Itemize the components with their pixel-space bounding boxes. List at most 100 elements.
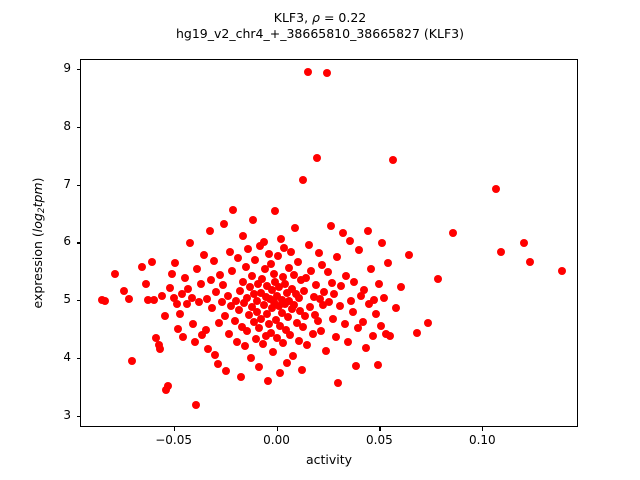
scatter-point <box>280 244 289 253</box>
title-rho-value: = 0.22 <box>319 10 367 25</box>
scatter-point <box>201 326 210 335</box>
scatter-point <box>337 282 346 291</box>
x-axis-tick <box>379 427 381 431</box>
scatter-point <box>326 222 335 231</box>
scatter-point <box>124 294 133 303</box>
scatter-point <box>289 270 298 279</box>
scatter-point <box>358 318 367 327</box>
scatter-point <box>279 338 288 347</box>
scatter-point <box>100 296 109 305</box>
scatter-point <box>287 305 296 314</box>
scatter-point <box>180 274 189 283</box>
scatter-point <box>290 300 299 309</box>
scatter-point <box>292 319 301 328</box>
scatter-point <box>319 300 328 309</box>
scatter-point <box>208 304 217 313</box>
scatter-point <box>330 290 339 299</box>
scatter-point <box>179 333 188 342</box>
scatter-point <box>120 287 129 296</box>
scatter-point <box>217 297 226 306</box>
scatter-point <box>256 241 265 250</box>
scatter-point <box>348 307 357 316</box>
y-axis-tick-label: 9 <box>63 60 71 75</box>
scatter-point <box>203 344 212 353</box>
scatter-point <box>190 337 199 346</box>
scatter-point <box>286 330 295 339</box>
scatter-point <box>206 275 215 284</box>
scatter-point <box>272 291 281 300</box>
scatter-point <box>277 234 286 243</box>
scatter-point <box>260 265 269 274</box>
scatter-point <box>288 284 297 293</box>
scatter-point <box>193 265 202 274</box>
scatter-point <box>229 205 238 214</box>
scatter-point <box>177 290 186 299</box>
scatter-point <box>171 259 180 268</box>
scatter-point <box>235 286 244 295</box>
scatter-point <box>234 305 243 314</box>
scatter-point <box>353 323 362 332</box>
scatter-point <box>368 332 377 340</box>
scatter-point <box>320 288 329 297</box>
scatter-point <box>160 312 169 321</box>
scatter-point <box>158 292 167 301</box>
scatter-point <box>371 310 380 318</box>
scatter-point <box>304 67 313 76</box>
scatter-points-layer <box>81 60 577 426</box>
scatter-point <box>340 320 349 329</box>
ylabel-log-base: log <box>30 213 45 233</box>
scatter-point <box>192 400 201 409</box>
ylabel-prefix: expression ( <box>30 232 45 309</box>
scatter-point <box>281 326 290 335</box>
scatter-point <box>189 320 198 329</box>
scatter-point <box>385 332 394 340</box>
scatter-point <box>246 353 255 362</box>
scatter-point <box>244 245 253 254</box>
scatter-point <box>413 328 422 337</box>
scatter-point <box>286 247 295 256</box>
scatter-point <box>253 279 262 288</box>
scatter-point <box>343 337 352 346</box>
scatter-point <box>350 277 359 286</box>
scatter-point <box>365 299 374 308</box>
scatter-point <box>273 334 282 343</box>
y-axis-tick-label: 4 <box>63 350 71 365</box>
scatter-point <box>274 301 283 310</box>
scatter-point <box>299 175 308 184</box>
scatter-point <box>226 247 235 256</box>
scatter-point <box>278 308 287 317</box>
scatter-point <box>152 334 161 343</box>
scatter-point <box>312 154 321 163</box>
ylabel-log-subscript: 2 <box>36 207 47 214</box>
scatter-point <box>300 286 309 295</box>
scatter-point <box>238 232 247 241</box>
scatter-point <box>334 379 343 388</box>
scatter-point <box>313 316 322 325</box>
plot-axes <box>80 59 578 427</box>
scatter-point <box>324 268 333 277</box>
scatter-point <box>380 293 389 302</box>
title-line-1: KLF3, ρ = 0.22 <box>0 10 640 26</box>
scatter-point <box>263 281 272 290</box>
scatter-point <box>423 319 432 328</box>
scatter-point <box>295 293 304 302</box>
scatter-point <box>182 300 191 309</box>
scatter-point <box>245 311 254 320</box>
x-axis-tick-label: 0.05 <box>366 433 393 447</box>
x-axis-label: activity <box>305 452 353 467</box>
scatter-point <box>291 224 300 233</box>
y-axis-tick-label: 3 <box>63 408 71 422</box>
x-axis-tick-label: −0.05 <box>155 433 193 447</box>
scatter-point <box>322 68 331 77</box>
scatter-point <box>169 294 178 303</box>
scatter-point <box>366 264 375 273</box>
scatter-point <box>282 289 291 298</box>
scatter-point <box>327 278 336 287</box>
scatter-point <box>222 366 231 375</box>
scatter-point <box>150 295 159 304</box>
scatter-point <box>307 267 316 276</box>
scatter-point <box>237 322 246 331</box>
x-axis-tick <box>482 427 484 431</box>
scatter-point <box>128 357 137 366</box>
